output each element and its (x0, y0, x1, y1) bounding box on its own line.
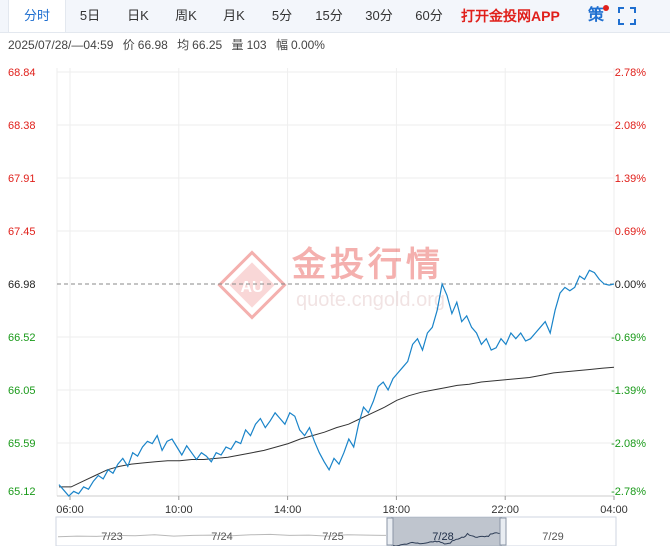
price-tick-label: 66.52 (8, 332, 36, 344)
navigator-selection-sparkline (392, 532, 501, 546)
navigator-selection[interactable] (391, 517, 502, 546)
tab-weekly-k[interactable]: 周K (175, 8, 197, 23)
tab-5min[interactable]: 5分 (271, 8, 293, 23)
price-axis: 68.84 68.38 67.91 67.45 66.98 66.52 66.05 65.59… (8, 67, 36, 498)
status-change-label: 幅 (275, 38, 288, 52)
watermark-logo: AU (217, 250, 287, 320)
date-navigator[interactable]: 7/23 7/24 7/25 7/28 7/29 (55, 516, 617, 546)
percent-tick-label: 1.39% (615, 173, 646, 185)
price-tick-label: 68.38 (8, 120, 36, 132)
notification-dot (603, 5, 609, 11)
navigator-date-label: 7/29 (542, 531, 563, 543)
tab-30min[interactable]: 30分 (365, 8, 393, 23)
period-tabbar: 分时 5日 日K 周K 月K 5分 15分 30分 60分 打开金投网APP 策 (0, 0, 670, 33)
navigator-date-label: 7/28 (432, 531, 453, 543)
watermark-domain: quote.cngold.org (296, 289, 445, 311)
percent-tick-label: 2.08% (615, 120, 646, 132)
percent-tick-label: -0.69% (611, 332, 646, 344)
tab-15min[interactable]: 15分 (315, 8, 343, 23)
watermark: AU 金投行情 quote.cngold.org (217, 245, 445, 320)
price-line (58, 269, 615, 497)
navigator-date-label: 7/25 (322, 531, 343, 543)
fullscreen-icon[interactable] (618, 7, 636, 25)
price-tick-label: 67.91 (8, 173, 36, 185)
chart-grid (56, 68, 615, 497)
time-axis: 06:00 10:00 14:00 18:00 22:00 04:00 (56, 496, 628, 516)
status-avg: 66.25 (192, 38, 223, 52)
price-tick-label: 65.12 (8, 486, 36, 498)
percent-tick-label: -2.78% (611, 486, 646, 498)
price-tick-label: 65.59 (8, 438, 36, 450)
price-tick-label: 68.84 (8, 67, 36, 79)
status-avg-label: 均 (177, 38, 190, 52)
price-tick-label: 66.98 (8, 279, 36, 291)
time-tick-label: 22:00 (491, 504, 519, 516)
navigator-dates: 7/23 7/24 7/25 7/28 7/29 (101, 531, 563, 543)
price-tick-label: 67.45 (8, 226, 36, 238)
time-tick-label: 10:00 (165, 504, 193, 516)
time-tick-label: 06:00 (56, 504, 84, 516)
navigator-date-label: 7/23 (101, 531, 122, 543)
percent-tick-label: 0.00% (615, 279, 646, 291)
percent-tick-label: 2.78% (615, 67, 646, 79)
navigator-date-label: 7/24 (211, 531, 232, 543)
watermark-brand: 金投行情 (291, 245, 444, 284)
navigator-sparkline (57, 533, 387, 538)
navigator-handle-right[interactable] (499, 517, 507, 546)
time-tick-label: 04:00 (600, 504, 628, 516)
percent-tick-label: -1.39% (611, 385, 646, 397)
tab-5day[interactable]: 5日 (79, 8, 101, 23)
percent-tick-label: -2.08% (611, 438, 646, 450)
average-price-line (59, 366, 615, 488)
percent-axis: 2.78% 2.08% 1.39% 0.69% 0.00% -0.69% -1.39% -2.… (611, 67, 646, 498)
navigator-handle-left[interactable] (386, 517, 394, 546)
status-price: 66.98 (137, 38, 168, 52)
status-volume-label: 量 (231, 38, 244, 52)
time-tick-label: 18:00 (383, 504, 411, 516)
time-tick-label: 14:00 (274, 504, 302, 516)
tab-monthly-k[interactable]: 月K (223, 8, 245, 23)
tab-daily-k[interactable]: 日K (127, 8, 149, 23)
status-datetime: 2025/07/28/—04:59 (8, 38, 114, 52)
status-price-label: 价 (122, 38, 135, 52)
status-change: 0.00% (290, 38, 325, 52)
tab-60min[interactable]: 60分 (415, 8, 443, 23)
price-tick-label: 66.05 (8, 385, 36, 397)
svg-text:AU: AU (240, 279, 263, 296)
quote-status-line: 2025/07/28/—04:59 价 66.98 均 66.25 量 103 幅 0.… (8, 36, 331, 53)
strategy-button[interactable]: 策 (588, 7, 605, 24)
percent-tick-label: 0.69% (615, 226, 646, 238)
status-volume: 103 (246, 38, 267, 52)
open-app-link[interactable]: 打开金投网APP (461, 8, 560, 24)
tab-intraday[interactable]: 分时 (8, 0, 66, 32)
